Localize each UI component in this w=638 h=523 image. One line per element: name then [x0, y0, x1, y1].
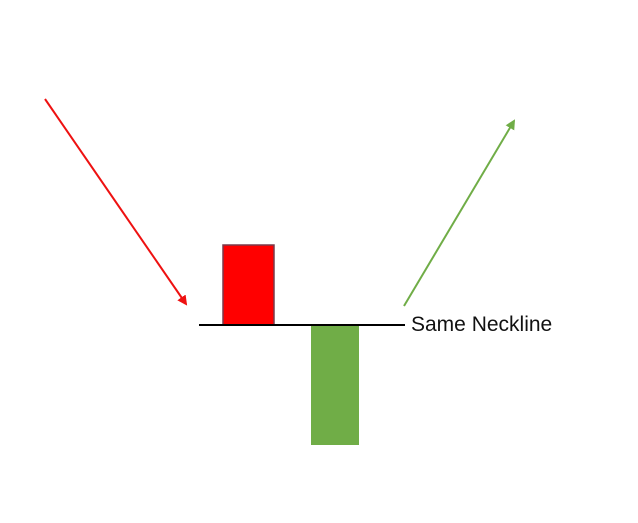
- down-trend-arrow-icon: [44, 98, 188, 306]
- up-trend-arrow-icon: [403, 119, 516, 307]
- neckline-label: Same Neckline: [411, 313, 553, 336]
- green-candle: [311, 325, 359, 445]
- red-candle: [222, 244, 275, 326]
